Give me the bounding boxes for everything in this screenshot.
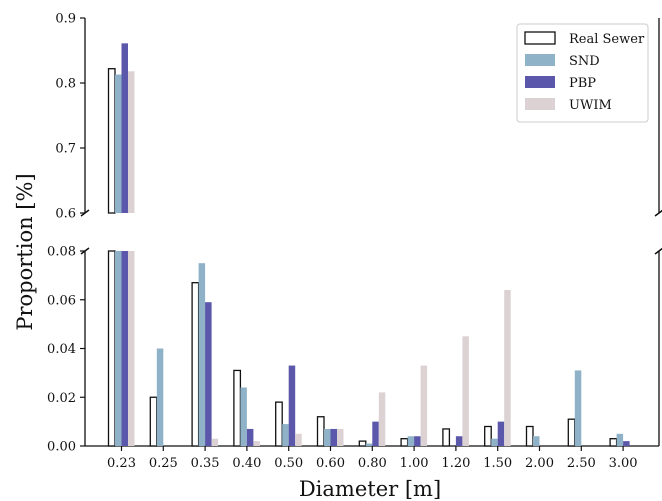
x-tick-label: 0.40 — [232, 456, 261, 471]
bar-snd — [115, 251, 122, 446]
bar-real-sewer — [358, 440, 367, 447]
y-tick-label: 0.7 — [55, 142, 76, 157]
bar-real-sewer — [525, 425, 534, 447]
bar-real-sewer-upper — [107, 68, 116, 214]
bar-pbp — [246, 428, 254, 446]
x-tick-label: 0.50 — [274, 456, 303, 471]
bar-pbp — [121, 251, 128, 446]
bar-uwim — [337, 428, 344, 446]
legend-box — [516, 23, 649, 123]
bar-snd — [491, 438, 498, 446]
x-tick-label: 0.60 — [316, 456, 345, 471]
bar-pbp-upper — [121, 43, 128, 213]
x-tick-label: 0.25 — [149, 456, 178, 471]
legend-swatch — [525, 54, 555, 66]
bar-real-sewer — [107, 250, 116, 447]
bar-snd — [240, 387, 247, 446]
bar-real-sewer — [567, 418, 576, 447]
bar-snd — [407, 436, 415, 446]
bar-uwim — [211, 438, 219, 446]
bar-real-sewer — [233, 369, 242, 447]
x-tick-label: 2.00 — [525, 456, 554, 471]
legend-swatch — [525, 76, 555, 88]
x-tick-label: 1.20 — [441, 456, 470, 471]
x-tick-label: 0.80 — [358, 456, 387, 471]
x-tick-label: 2.50 — [567, 456, 596, 471]
y-tick-label: 0.08 — [47, 245, 76, 260]
bar-uwim — [420, 365, 428, 446]
lower-panel: 0.00 0.02 0.04 0.06 0.08 0.23 0.25 0.35 0.40 0.50… — [47, 245, 662, 471]
y-tick-label: 0.00 — [47, 440, 76, 455]
bar-snd — [616, 433, 624, 446]
bar-snd — [282, 424, 289, 446]
bar-uwim — [128, 251, 135, 446]
legend-label: PBP — [569, 76, 596, 91]
y-axis-label: Proportion [%] — [13, 173, 37, 330]
y-tick-label: 0.04 — [47, 342, 76, 357]
x-tick-label: 3.00 — [609, 456, 638, 471]
bar-pbp — [455, 436, 463, 446]
bar-real-sewer — [316, 416, 325, 447]
bar-snd — [574, 370, 582, 446]
x-tick-label: 0.35 — [191, 456, 220, 471]
bar-snd — [198, 263, 206, 446]
x-tick-label: 0.23 — [107, 456, 136, 471]
legend-label: Real Sewer — [569, 32, 645, 47]
bar-real-sewer — [484, 425, 492, 447]
bar-pbp — [205, 302, 212, 446]
bar-pbp — [288, 365, 296, 446]
bar-uwim — [253, 441, 260, 446]
bar-snd — [365, 443, 373, 446]
x-tick-label: 1.50 — [483, 456, 512, 471]
bar-uwim — [504, 290, 511, 446]
bar-pbp — [414, 436, 421, 446]
legend-swatch — [524, 31, 556, 45]
bar-real-sewer — [609, 438, 618, 447]
bar-real-sewer — [275, 401, 283, 447]
bar-real-sewer — [191, 282, 200, 447]
upper-panel: 0.6 0.7 0.8 0.9 — [55, 12, 662, 222]
bar-pbp — [330, 428, 337, 446]
x-tick-label: 1.00 — [400, 456, 429, 471]
y-tick-label: 0.06 — [47, 293, 76, 308]
bar-real-sewer — [149, 396, 158, 447]
bar-snd-upper — [115, 74, 122, 213]
bar-real-sewer — [400, 438, 409, 447]
bar-real-sewer — [442, 428, 451, 447]
x-axis-label: Diameter [m] — [299, 477, 441, 501]
bar-uwim — [295, 433, 302, 446]
y-tick-label: 0.9 — [55, 12, 76, 27]
legend: Real Sewer SND PBP UWIM — [516, 23, 649, 123]
bar-snd — [156, 348, 164, 446]
bar-uwim — [462, 336, 469, 446]
y-tick-label: 0.02 — [47, 391, 76, 406]
legend-label: SND — [569, 54, 600, 69]
bar-uwim-upper — [128, 71, 135, 213]
y-tick-label: 0.8 — [55, 77, 76, 92]
y-tick-label: 0.6 — [55, 207, 76, 222]
legend-swatch — [525, 98, 555, 110]
legend-label: UWIM — [569, 98, 612, 113]
bar-snd — [533, 436, 540, 446]
bar-pbp — [497, 421, 505, 446]
bar-uwim — [378, 392, 386, 446]
bar-snd — [324, 428, 331, 446]
bar-pbp — [623, 441, 630, 446]
bar-pbp — [372, 421, 379, 446]
